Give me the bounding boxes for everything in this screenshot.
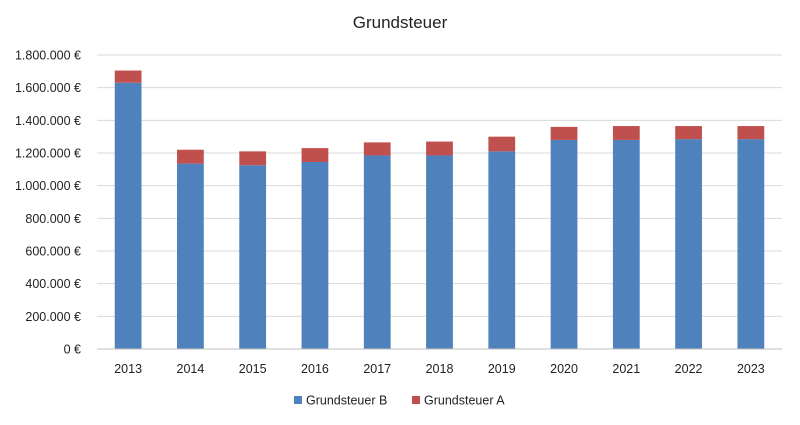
y-tick-label: 400.000 € <box>25 277 81 291</box>
x-tick-label: 2020 <box>550 362 578 376</box>
bar-grundsteuer-a-2019 <box>488 136 516 152</box>
legend-label: Grundsteuer B <box>306 394 387 408</box>
bar-grundsteuer-b-2017 <box>363 155 391 349</box>
bar-grundsteuer-b-2023 <box>737 139 765 349</box>
y-tick-label: 1.400.000 € <box>15 114 81 128</box>
x-tick-label: 2015 <box>239 362 267 376</box>
x-tick-label: 2023 <box>737 362 765 376</box>
x-tick-label: 2022 <box>675 362 703 376</box>
bar-grundsteuer-a-2020 <box>550 126 578 140</box>
y-tick-label: 1.600.000 € <box>15 81 81 95</box>
x-tick-label: 2017 <box>363 362 391 376</box>
bar-grundsteuer-a-2015 <box>239 151 267 166</box>
bar-grundsteuer-a-2017 <box>363 142 391 156</box>
bar-grundsteuer-a-2013 <box>114 70 142 83</box>
chart-title: Grundsteuer <box>353 13 448 32</box>
y-tick-label: 800.000 € <box>25 212 81 226</box>
x-tick-label: 2016 <box>301 362 329 376</box>
bar-grundsteuer-a-2021 <box>612 126 640 140</box>
legend: Grundsteuer B Grundsteuer A <box>294 394 505 408</box>
y-tick-label: 1.200.000 € <box>15 147 81 161</box>
bar-grundsteuer-b-2020 <box>550 139 578 349</box>
bar-grundsteuer-b-2018 <box>426 155 453 349</box>
bar-grundsteuer-b-2016 <box>301 161 329 349</box>
bar-grundsteuer-a-2018 <box>426 141 453 156</box>
bar-grundsteuer-a-2022 <box>675 126 702 140</box>
y-tick-label: 0 € <box>64 343 81 357</box>
bars <box>114 70 765 350</box>
bar-grundsteuer-a-2023 <box>737 126 765 140</box>
bar-grundsteuer-a-2014 <box>177 149 204 164</box>
x-tick-label: 2021 <box>612 362 640 376</box>
bar-grundsteuer-b-2021 <box>612 139 640 349</box>
legend-swatch <box>294 396 302 404</box>
y-tick-label: 600.000 € <box>25 245 81 259</box>
y-tick-label: 200.000 € <box>25 310 81 324</box>
y-tick-label: 1.800.000 € <box>15 49 81 63</box>
y-axis-ticks: 0 € 200.000 € 400.000 € 600.000 € 800.000 € 1… <box>15 49 81 357</box>
bar-grundsteuer-b-2013 <box>114 82 142 350</box>
x-tick-label: 2013 <box>114 362 142 376</box>
bar-grundsteuer-b-2015 <box>239 165 267 349</box>
x-axis-ticks: 2013 2014 2015 2016 2017 2018 2019 2020 2021 2022… <box>114 362 765 376</box>
y-tick-label: 1.000.000 € <box>15 179 81 193</box>
bar-grundsteuer-b-2019 <box>488 151 516 349</box>
legend-swatch <box>412 396 420 404</box>
x-tick-label: 2014 <box>177 362 205 376</box>
bar-grundsteuer-b-2014 <box>177 163 204 349</box>
legend-label: Grundsteuer A <box>424 394 505 408</box>
bar-grundsteuer-b-2022 <box>675 139 702 349</box>
x-tick-label: 2018 <box>426 362 454 376</box>
x-tick-label: 2019 <box>488 362 516 376</box>
bar-grundsteuer-a-2016 <box>301 148 329 162</box>
